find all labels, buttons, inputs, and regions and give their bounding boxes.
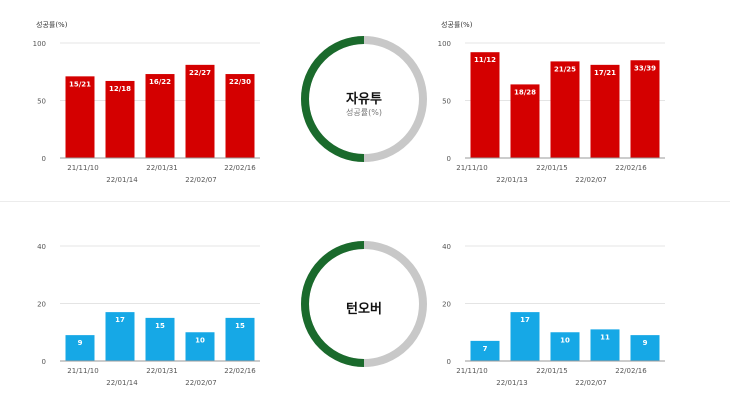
section-divider (0, 201, 730, 202)
free-throw-chart-left: 성공률(%) 0 50 100 15/21 12/18 16/22 22/27 22/30 21/… (33, 20, 260, 184)
bar (225, 317, 255, 361)
bar-data-label: 7 (483, 345, 488, 353)
bar (145, 74, 175, 158)
y-tick-label: 0 (42, 358, 46, 366)
bar-data-label: 11/12 (474, 56, 496, 64)
bar-data-label: 16/22 (149, 78, 171, 86)
free-throw-ring (301, 36, 427, 162)
x-tick-label: 22/01/31 (146, 164, 177, 172)
y-tick-label: 50 (37, 98, 46, 106)
x-tick-label: 22/01/13 (496, 379, 527, 387)
bar (510, 312, 540, 361)
x-tick-label: 22/01/31 (146, 367, 177, 375)
bar-data-label: 11 (600, 333, 610, 341)
ring-arc (301, 241, 365, 367)
chart-title: 성공률(%) (36, 20, 68, 29)
bar-data-label: 21/25 (554, 65, 576, 73)
free-throw-ring-label: 자유투 성공률(%) (300, 88, 428, 118)
bar-data-label: 12/18 (109, 85, 131, 93)
y-tick-label: 0 (42, 155, 46, 163)
bar-data-label: 33/39 (634, 64, 656, 72)
bar-data-label: 9 (643, 339, 648, 347)
ring-arc (301, 36, 365, 162)
bar (590, 64, 620, 158)
x-tick-label: 21/11/10 (67, 164, 98, 172)
bar (65, 76, 95, 158)
x-tick-label: 22/01/14 (106, 379, 138, 387)
bar (630, 60, 660, 158)
y-tick-label: 20 (37, 301, 46, 309)
bar (185, 332, 215, 361)
bar (510, 84, 540, 158)
bar-data-label: 15/21 (69, 80, 91, 88)
bar (550, 61, 580, 158)
turnover-chart-right: 0 20 40 7 17 10 11 9 21/11/10 22/01/13 22/01/15 22/… (442, 243, 665, 387)
x-tick-label: 22/01/15 (536, 367, 567, 375)
x-tick-label: 22/02/07 (185, 176, 216, 184)
bar-data-label: 15 (155, 322, 165, 330)
bar-data-label: 9 (78, 339, 83, 347)
x-tick-label: 22/02/16 (615, 367, 647, 375)
x-tick-label: 22/02/07 (185, 379, 216, 387)
bar-data-label: 10 (560, 336, 570, 344)
bar (65, 335, 95, 361)
x-tick-label: 21/11/10 (67, 367, 98, 375)
y-tick-label: 0 (447, 358, 451, 366)
turnover-ring-label: 턴오버 (300, 298, 428, 317)
y-tick-label: 20 (442, 301, 451, 309)
bar (470, 52, 500, 159)
chart-title: 성공률(%) (441, 20, 473, 29)
y-tick-label: 100 (438, 40, 451, 48)
bar (630, 335, 660, 361)
turnover-ring (301, 241, 427, 367)
ring-title: 턴오버 (346, 302, 382, 317)
x-tick-label: 21/11/10 (456, 164, 487, 172)
y-tick-label: 50 (442, 98, 451, 106)
bar-data-label: 10 (195, 336, 205, 344)
y-tick-label: 100 (33, 40, 46, 48)
x-tick-label: 21/11/10 (456, 367, 487, 375)
bar (550, 332, 580, 361)
ring-subtitle: 성공률(%) (346, 108, 382, 117)
bar-data-label: 17/21 (594, 69, 616, 77)
y-tick-label: 40 (442, 243, 451, 251)
bar-data-label: 17 (115, 316, 125, 324)
x-tick-label: 22/01/13 (496, 176, 527, 184)
free-throw-chart-right: 성공률(%) 0 50 100 11/12 18/28 21/25 17/21 33/39 21/… (438, 20, 665, 184)
y-tick-label: 40 (37, 243, 46, 251)
bar (470, 340, 500, 361)
bar-data-label: 18/28 (514, 88, 536, 96)
x-tick-label: 22/02/07 (575, 176, 606, 184)
bar-data-label: 22/27 (189, 69, 211, 77)
x-tick-label: 22/02/16 (224, 367, 256, 375)
bar (590, 329, 620, 361)
bar (145, 317, 175, 361)
bar (185, 64, 215, 158)
x-tick-label: 22/02/07 (575, 379, 606, 387)
bar (105, 80, 135, 158)
turnover-chart-left: 0 20 40 9 17 15 10 15 21/11/10 22/01/14 22/01/31 22… (37, 243, 260, 387)
x-tick-label: 22/02/16 (615, 164, 647, 172)
x-tick-label: 22/01/15 (536, 164, 567, 172)
bar (225, 74, 255, 158)
bar-data-label: 15 (235, 322, 245, 330)
y-tick-label: 0 (447, 155, 451, 163)
bar-data-label: 17 (520, 316, 530, 324)
bar-data-label: 22/30 (229, 78, 251, 86)
x-tick-label: 22/01/14 (106, 176, 138, 184)
bar (105, 312, 135, 361)
ring-title: 자유투 (346, 92, 382, 107)
x-tick-label: 22/02/16 (224, 164, 256, 172)
